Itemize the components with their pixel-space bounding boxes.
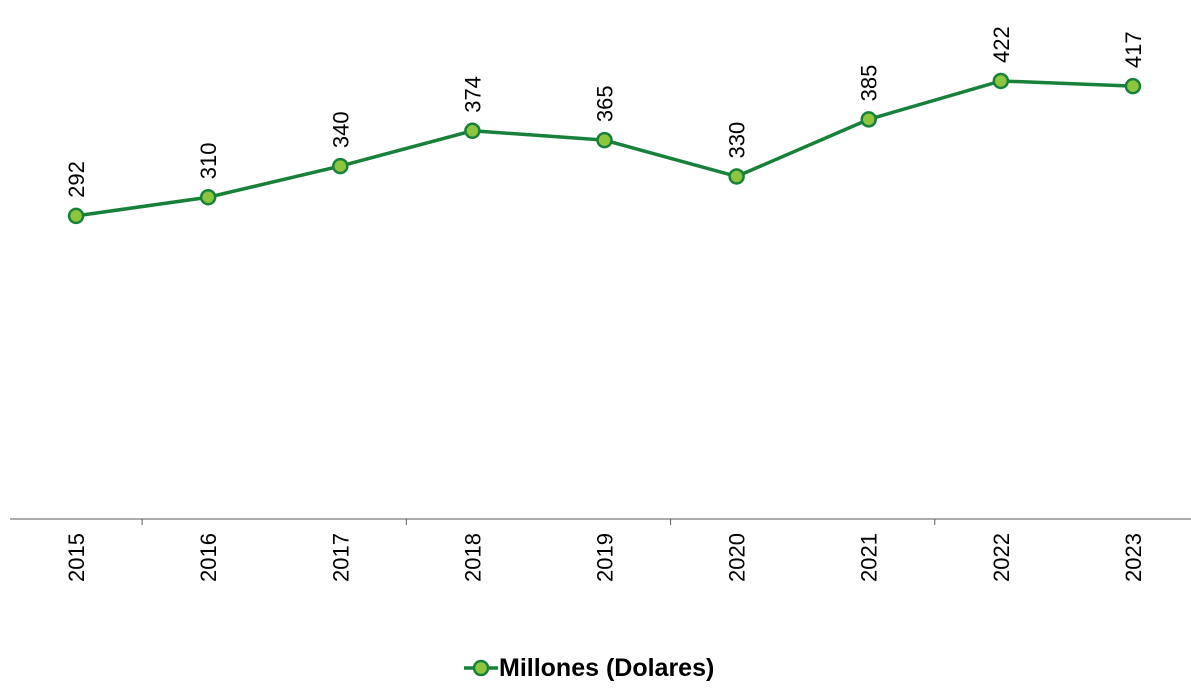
x-tick-label: 2018 [460,533,485,582]
data-label: 365 [593,85,618,122]
marker [992,72,1010,90]
legend-marker [472,659,490,677]
marker [728,168,745,185]
data-label: 374 [460,76,485,113]
x-tick-label: 2023 [1121,533,1146,582]
data-label: 385 [857,65,882,102]
data-label: 340 [328,111,353,148]
legend: Millones (Dolares) [464,654,714,682]
data-label: 310 [196,143,221,180]
x-tick-label: 2017 [328,533,353,582]
x-tick-label: 2021 [857,533,882,582]
data-label: 292 [64,161,89,198]
x-tick-label: 2019 [593,533,618,582]
marker [860,111,877,128]
x-tick-label: 2015 [64,533,89,582]
marker [67,207,85,225]
data-label: 417 [1121,31,1146,68]
x-tick-label: 2022 [989,533,1014,582]
x-tick-label: 2020 [725,533,750,582]
marker [1124,77,1142,95]
marker [596,131,613,149]
x-tick-label: 2016 [196,533,221,582]
marker [199,188,217,206]
marker [332,157,349,175]
data-label: 422 [989,26,1014,63]
data-label: 330 [725,122,750,159]
marker [464,122,481,140]
legend-label: Millones (Dolares) [499,654,714,682]
